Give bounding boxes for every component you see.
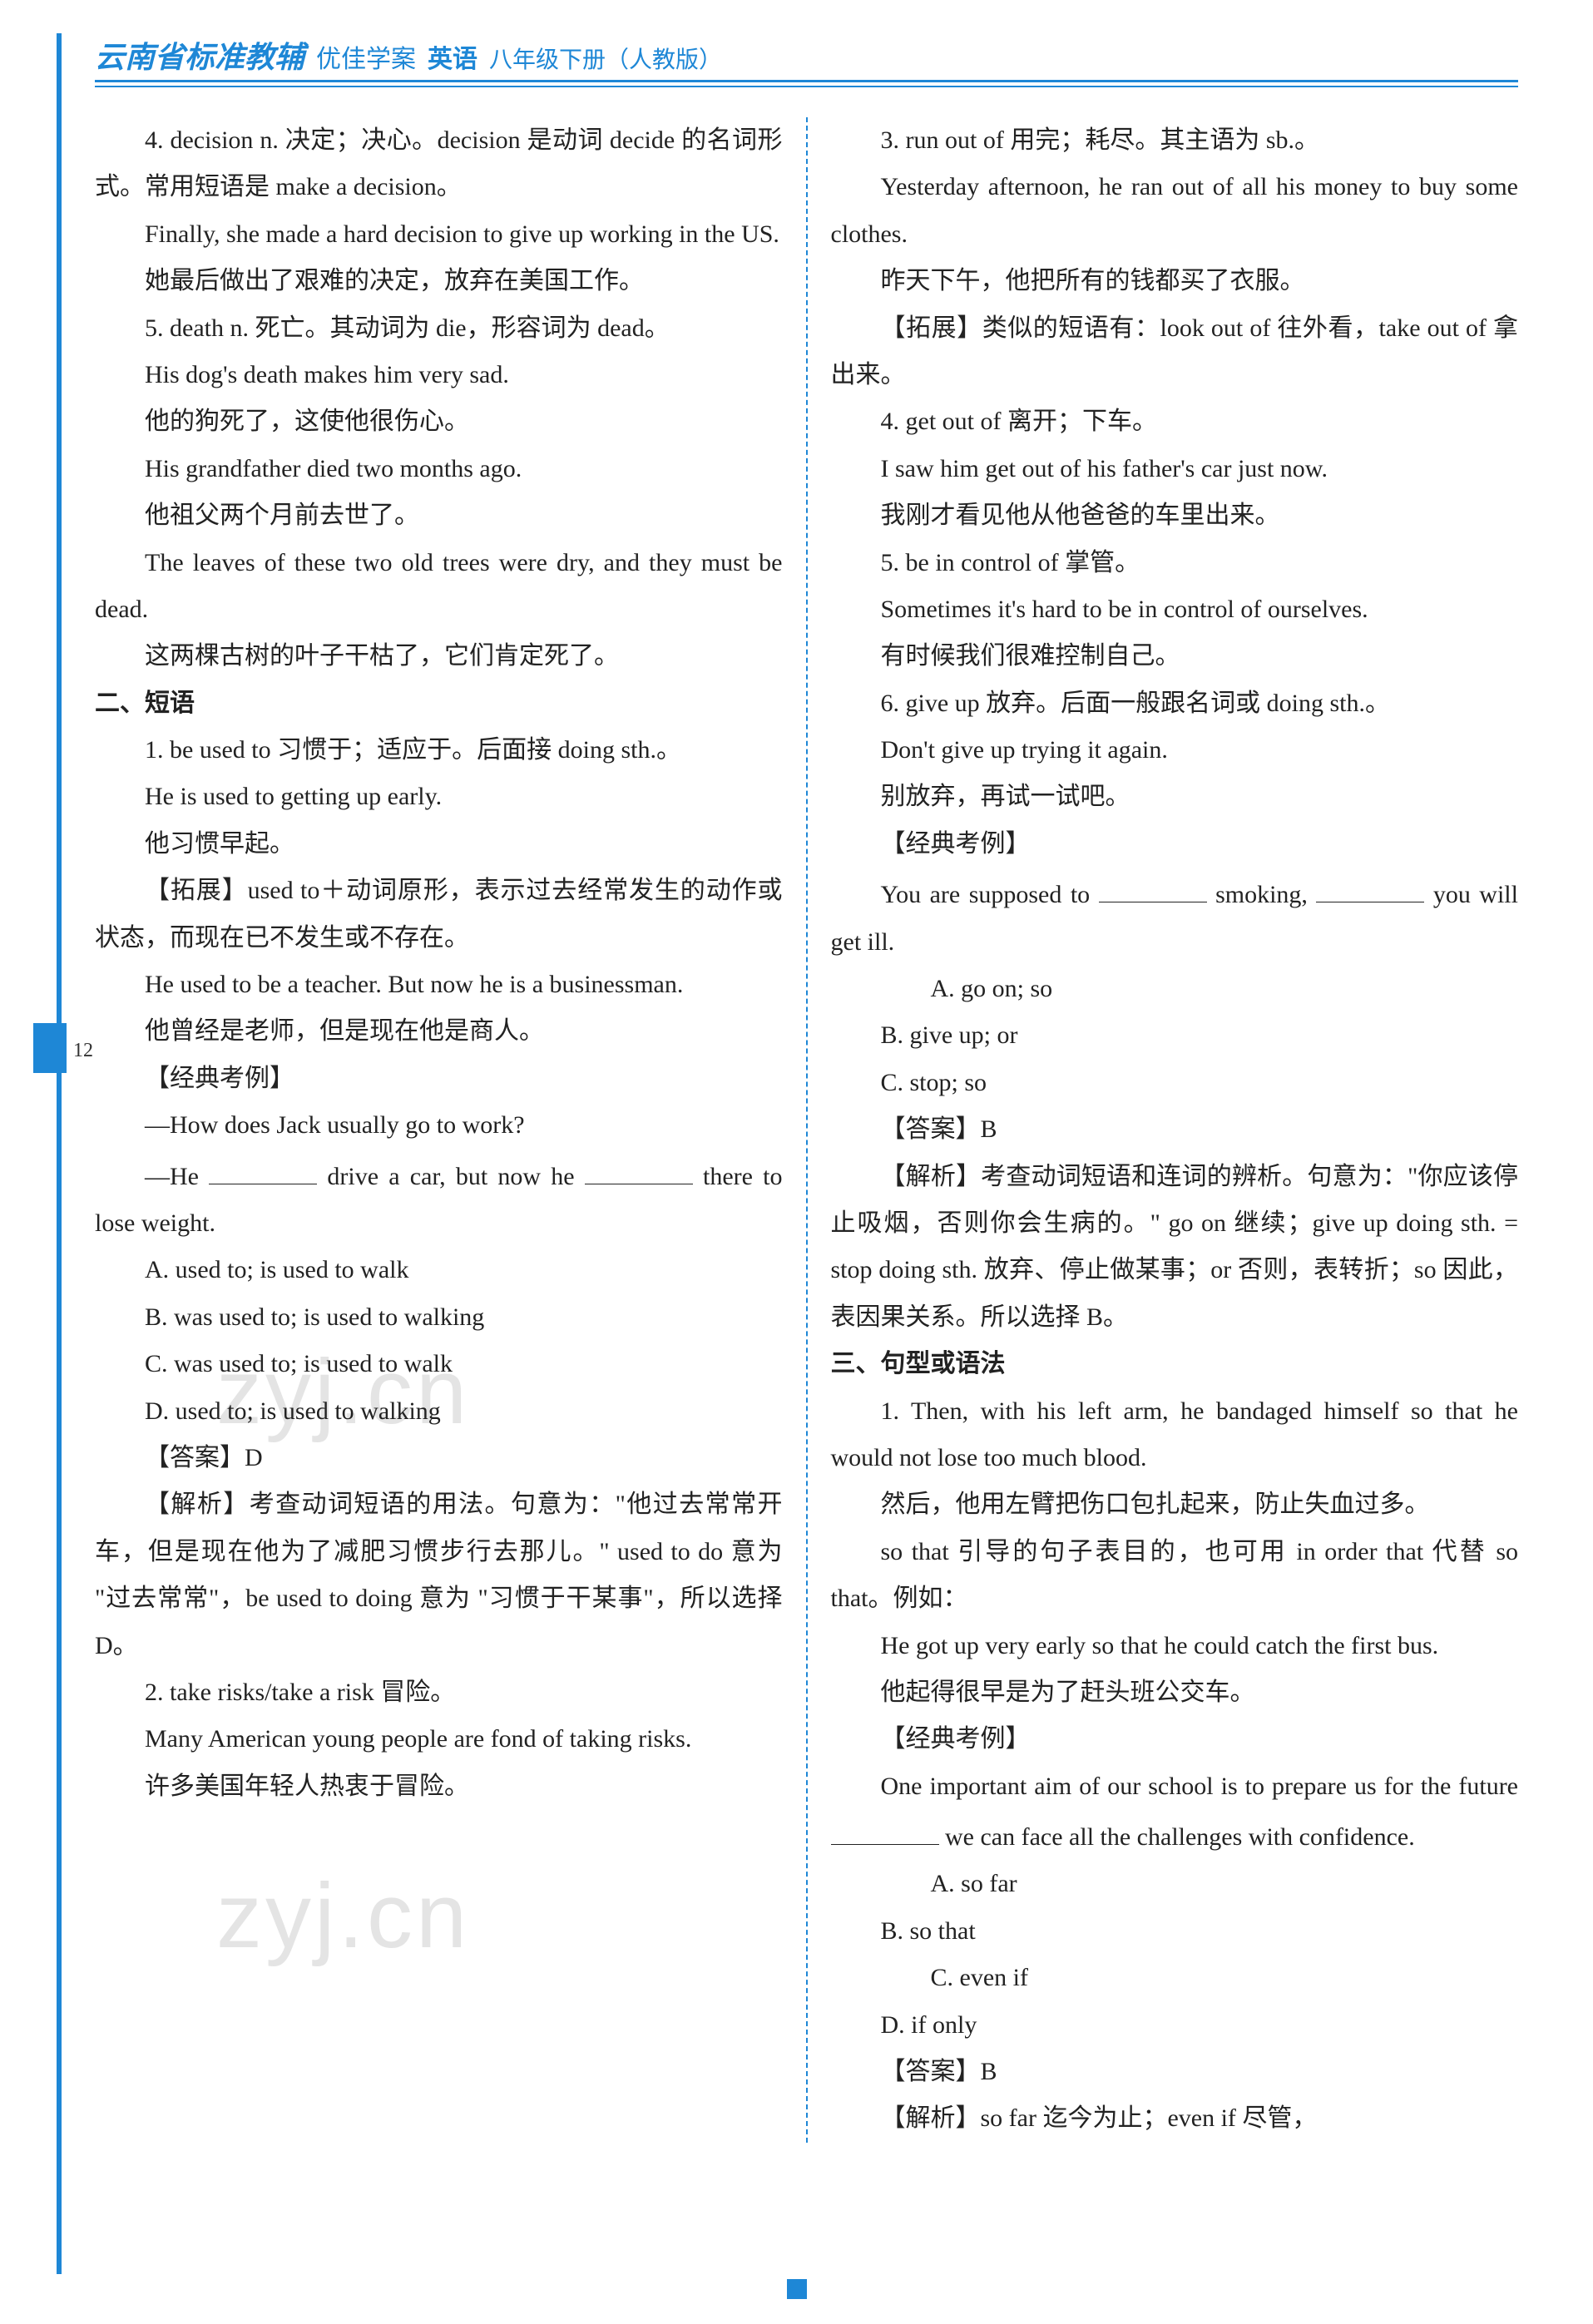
left-column: 4. decision n. 决定；决心。decision 是动词 decide… [95,117,783,2143]
para: 【经典考例】 [831,1716,1519,1763]
para: Finally, she made a hard decision to giv… [95,211,783,258]
para: Don't give up trying it again. [831,727,1519,774]
answer: 【答案】B [831,1106,1519,1153]
para: 他习惯早起。 [95,821,783,868]
footer-square [787,2279,807,2299]
option: A. go on; so [881,966,1218,1012]
option: C. was used to; is used to walk [95,1341,783,1387]
header-rule-2 [95,86,1518,87]
para: The leaves of these two old trees were d… [95,540,783,634]
section-heading: 三、句型或语法 [831,1341,1519,1387]
text: —He [145,1163,209,1190]
subtitle-3: 八年级下册（人教版） [489,42,722,75]
blank [831,1810,939,1845]
option: D. used to; is used to walking [95,1388,783,1435]
page-number: 12 [73,1040,93,1062]
para: 他的狗死了，这使他很伤心。 [95,398,783,445]
para: 有时候我们很难控制自己。 [831,633,1519,680]
option-row: A. so farB. so that [831,1861,1519,1955]
para: 这两棵古树的叶子干枯了，它们肯定死了。 [95,633,783,680]
para: 【拓展】used to＋动词原形，表示过去经常发生的动作或状态，而现在已不发生或… [95,868,783,962]
text: You are supposed to [881,881,1099,908]
para: 她最后做出了艰难的决定，放弃在美国工作。 [95,258,783,304]
option: B. give up; or [831,1012,1168,1059]
para: I saw him get out of his father's car ju… [831,446,1519,492]
left-border [57,33,62,2274]
para: Sometimes it's hard to be in control of … [831,586,1519,633]
para: 他起得很早是为了赶头班公交车。 [831,1669,1519,1716]
answer: 【答案】D [95,1435,783,1481]
para: 3. run out of 用完；耗尽。其主语为 sb.。 [831,117,1519,164]
explanation: 【解析】考查动词短语和连词的辨析。句意为："你应该停止吸烟，否则你会生病的。" … [831,1154,1519,1342]
text: we can face all the challenges with conf… [939,1823,1415,1851]
answer: 【答案】B [831,2049,1519,2095]
para: His grandfather died two months ago. [95,446,783,492]
blank [1099,868,1207,902]
explanation: 【解析】考查动词短语的用法。句意为："他过去常常开车，但是现在他为了减肥习惯步行… [95,1481,783,1669]
para: Many American young people are fond of t… [95,1716,783,1763]
para: 4. get out of 离开；下车。 [831,398,1519,445]
para: He used to be a teacher. But now he is a… [95,962,783,1008]
para: 昨天下午，他把所有的钱都买了衣服。 [831,258,1519,304]
blank [209,1150,317,1184]
para: He got up very early so that he could ca… [831,1623,1519,1669]
para: 然后，他用左臂把伤口包扎起来，防止失血过多。 [831,1481,1519,1528]
section-heading: 二、短语 [95,680,783,727]
option-row: C. even ifD. if only [831,1955,1519,2049]
para: 【经典考例】 [95,1056,783,1102]
para: 许多美国年轻人热衷于冒险。 [95,1763,783,1810]
option: D. if only [831,2002,1168,2049]
subtitle-2: 英语 [428,38,477,75]
para: 2. take risks/take a risk 冒险。 [95,1669,783,1716]
option: A. so far [881,1861,1218,1907]
subtitle-1: 优佳学案 [316,38,416,75]
header-rule-1 [95,80,1518,82]
option: B. so that [831,1908,1168,1955]
option: A. used to; is used to walk [95,1247,783,1293]
blank [585,1150,693,1184]
para: One important aim of our school is to pr… [831,1763,1519,1862]
option: C. stop; so [831,1060,1519,1106]
para: 1. Then, with his left arm, he bandaged … [831,1388,1519,1482]
para: 他祖父两个月前去世了。 [95,492,783,539]
para: 5. be in control of 掌管。 [831,540,1519,586]
para: —How does Jack usually go to work? [95,1102,783,1149]
para: Yesterday afternoon, he ran out of all h… [831,164,1519,258]
explanation: 【解析】so far 迄今为止；even if 尽管， [831,2095,1519,2142]
text: One important aim of our school is to pr… [881,1773,1519,1800]
option-row: A. go on; soB. give up; or [831,966,1519,1060]
para: 他曾经是老师，但是现在他是商人。 [95,1008,783,1055]
option: B. was used to; is used to walking [95,1294,783,1341]
para: 1. be used to 习惯于；适应于。后面接 doing sth.。 [95,727,783,774]
column-divider [806,117,808,2143]
para: He is used to getting up early. [95,774,783,820]
para: —He drive a car, but now he there to los… [95,1150,783,1248]
para: 5. death n. 死亡。其动词为 die，形容词为 dead。 [95,305,783,352]
content-columns: 4. decision n. 决定；决心。decision 是动词 decide… [95,117,1518,2143]
text: smoking, [1207,881,1317,908]
book-title: 云南省标准教辅 [95,33,304,77]
para: 【经典考例】 [831,821,1519,868]
para: His dog's death makes him very sad. [95,352,783,398]
text: drive a car, but now he [317,1163,585,1190]
para: 【拓展】类似的短语有：look out of 往外看，take out of 拿… [831,305,1519,399]
blank [1316,868,1424,902]
page-header: 云南省标准教辅 优佳学案 英语 八年级下册（人教版） [95,33,1518,77]
right-column: 3. run out of 用完；耗尽。其主语为 sb.。 Yesterday … [831,117,1519,2143]
para: 别放弃，再试一试吧。 [831,774,1519,820]
para: 4. decision n. 决定；决心。decision 是动词 decide… [95,117,783,211]
option: C. even if [881,1955,1218,2001]
para: so that 引导的句子表目的，也可用 in order that 代替 so… [831,1529,1519,1623]
para: You are supposed to smoking, you will ge… [831,868,1519,966]
para: 6. give up 放弃。后面一般跟名词或 doing sth.。 [831,680,1519,727]
page-tab [33,1023,67,1073]
para: 我刚才看见他从他爸爸的车里出来。 [831,492,1519,539]
